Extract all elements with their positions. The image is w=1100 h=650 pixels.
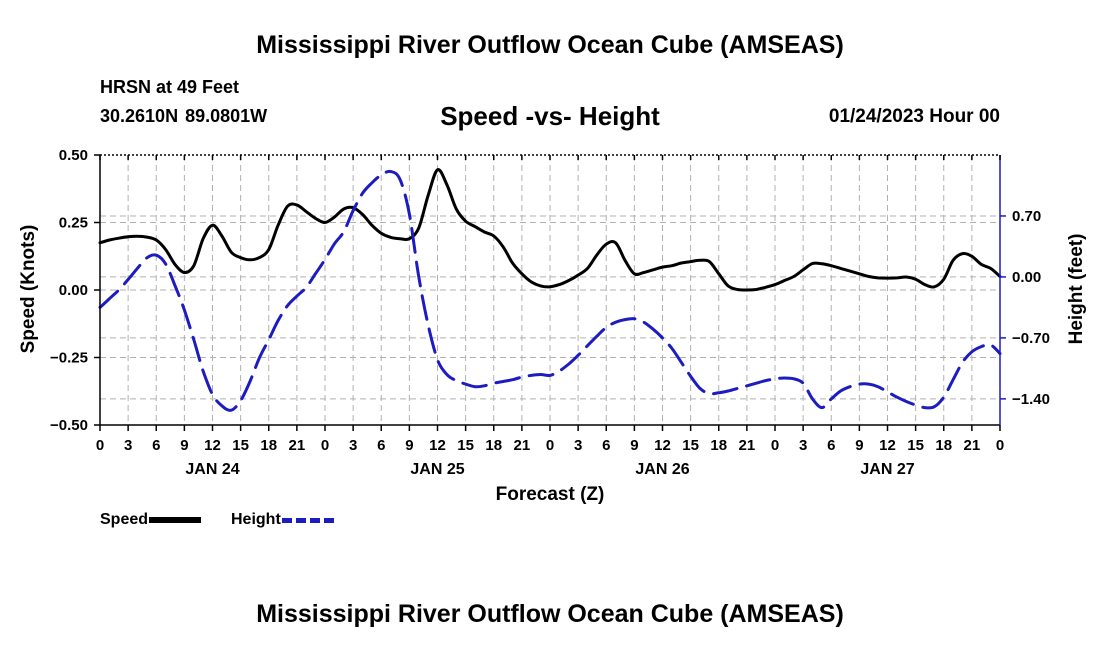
legend-speed: Speed: [100, 511, 202, 529]
x-tick-label: 15: [232, 437, 249, 454]
legend-height: Height: [231, 511, 334, 529]
legend-speed-swatch: [149, 517, 202, 523]
station-label: HRSN at 49 Feet: [100, 77, 240, 97]
y-axis-label: Speed (Knots): [18, 225, 39, 354]
x-tick-label: 9: [630, 437, 638, 454]
coordinates-label: 30.2610N 89.0801W: [100, 106, 268, 126]
x-tick-label: 6: [602, 437, 610, 454]
y-tick-label: 0.00: [59, 282, 88, 299]
run-time-label: 01/24/2023 Hour 00: [828, 106, 1000, 127]
x-tick-label: 15: [457, 437, 474, 454]
legend-height-swatch: [281, 517, 334, 523]
x-tick-label: 18: [710, 437, 727, 454]
x-tick-label: 15: [907, 437, 924, 454]
x-tick-label: 0: [546, 437, 554, 454]
x-tick-label: 6: [152, 437, 160, 454]
chart-title: Mississippi River Outflow Ocean Cube (AM…: [256, 31, 844, 59]
x-day-label: JAN 24: [185, 461, 239, 478]
x-tick-label: 12: [204, 437, 221, 454]
x-day-label: JAN 26: [635, 461, 689, 478]
x-tick-label: 0: [96, 437, 104, 454]
x-tick-label: 6: [827, 437, 835, 454]
x-tick-label: 0: [321, 437, 329, 454]
x-axis-label: Forecast (Z): [496, 484, 605, 505]
x-tick-label: 21: [514, 437, 531, 454]
y2-tick-label: 0.00: [1012, 269, 1041, 286]
x-tick-label: 12: [429, 437, 446, 454]
x-tick-label: 3: [349, 437, 357, 454]
x-tick-label: 21: [739, 437, 756, 454]
x-tick-label: 18: [935, 437, 952, 454]
legend-height-label: Height: [231, 511, 281, 528]
axis-layer: 0 3 6 9 12 15 18 21 0 3 6 9 12 15 18 21 0 3 6 9 12 15 18 21 0 3 6 9…: [50, 147, 1050, 478]
x-day-label: JAN 27: [860, 461, 914, 478]
chart-subtitle: Speed -vs- Height: [440, 101, 660, 131]
x-tick-label: 3: [574, 437, 582, 454]
series-speed-line: [98, 168, 1002, 292]
x-tick-label: 9: [180, 437, 188, 454]
footer-title: Mississippi River Outflow Ocean Cube (AM…: [256, 600, 844, 628]
x-tick-label: 3: [799, 437, 807, 454]
x-tick-label: 9: [855, 437, 863, 454]
x-tick-label: 3: [124, 437, 132, 454]
x-tick-label: 0: [996, 437, 1004, 454]
x-tick-label: 12: [654, 437, 671, 454]
y2-axis-label: Height (feet): [1066, 234, 1087, 345]
x-tick-label: 12: [879, 437, 896, 454]
x-tick-label: 9: [405, 437, 413, 454]
y-tick-label: −0.50: [50, 417, 88, 434]
x-tick-label: 18: [485, 437, 502, 454]
x-tick-label: 21: [964, 437, 981, 454]
x-tick-label: 0: [771, 437, 779, 454]
x-day-label: JAN 25: [410, 461, 464, 478]
series-height-line: [98, 169, 1002, 412]
y-tick-label: 0.25: [59, 215, 88, 232]
y2-tick-label: −1.40: [1012, 391, 1050, 408]
x-tick-label: 18: [260, 437, 277, 454]
y-tick-label: 0.50: [59, 147, 88, 164]
series-layer: [98, 168, 1002, 412]
legend-speed-label: Speed: [100, 511, 149, 528]
grid-layer: [100, 155, 1000, 425]
y2-tick-label: 0.70: [1012, 208, 1041, 225]
x-tick-label: 21: [289, 437, 306, 454]
y2-tick-label: −0.70: [1012, 330, 1050, 347]
y-tick-label: −0.25: [50, 350, 88, 367]
x-tick-label: 15: [682, 437, 699, 454]
x-tick-label: 6: [377, 437, 385, 454]
